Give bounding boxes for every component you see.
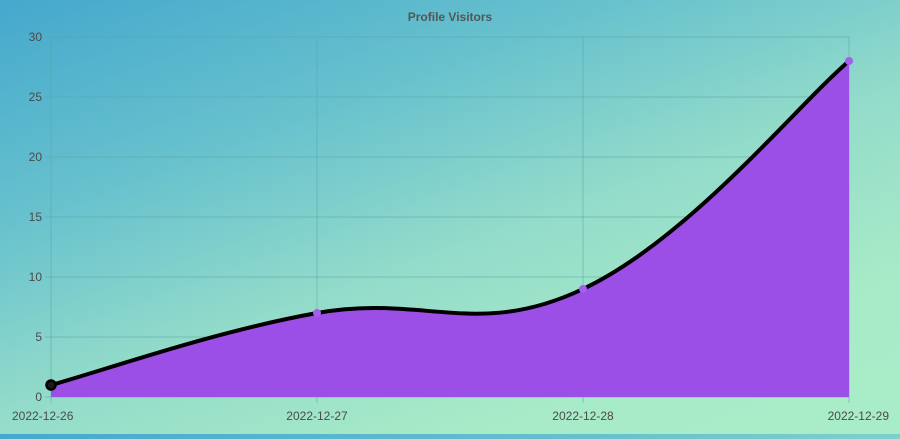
y-tick-label: 15 [29,210,43,224]
series-line [49,59,851,387]
data-point [313,309,321,317]
data-point [579,285,587,293]
x-tick-label: 2022-12-27 [286,409,348,423]
chart-title: Profile Visitors [408,10,493,24]
series-area [51,61,849,397]
y-tick-label: 0 [35,390,42,404]
data-point [45,379,57,391]
x-tick-label: 2022-12-29 [828,409,890,423]
data-point [845,57,853,65]
y-axis-ticks: 0 5 10 15 20 25 30 [29,30,43,404]
y-tick-label: 25 [29,90,43,104]
data-points [45,57,853,391]
y-tick-label: 20 [29,150,43,164]
x-tick-label: 2022-12-26 [12,409,74,423]
y-tick-label: 5 [35,330,42,344]
x-tick-label: 2022-12-28 [552,409,614,423]
y-tick-label: 10 [29,270,43,284]
series-line-group [49,59,851,387]
y-tick-label: 30 [29,30,43,44]
x-axis-ticks: 2022-12-26 2022-12-27 2022-12-28 2022-12-29 [12,409,889,423]
area-fill [51,61,849,397]
